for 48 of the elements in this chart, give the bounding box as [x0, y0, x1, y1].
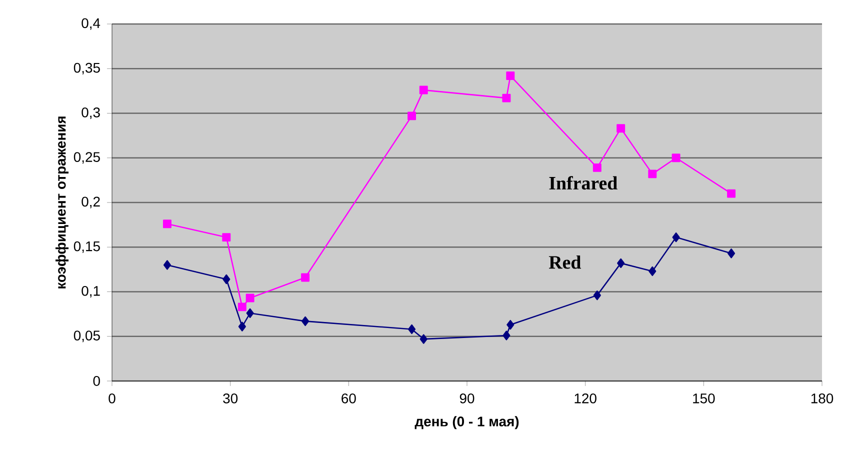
y-tick-label: 0,25	[74, 152, 100, 164]
y-tick-label: 0	[93, 376, 100, 386]
point	[301, 316, 310, 326]
point	[672, 232, 680, 242]
point	[617, 258, 625, 268]
point	[616, 124, 626, 133]
x-tick-label: 30	[223, 393, 238, 404]
y-tick-label: 0,05	[74, 330, 100, 342]
point	[238, 322, 246, 332]
y-axis-title: коэффициент отражения	[56, 116, 69, 288]
x-tick-label: 150	[693, 393, 715, 404]
y-tick-label: 0,35	[74, 62, 100, 74]
y-tick-label: 0,4	[82, 18, 100, 30]
point	[301, 273, 310, 282]
point	[222, 233, 231, 242]
x-tick-label: 120	[574, 393, 596, 404]
point	[648, 266, 656, 276]
point	[727, 248, 736, 258]
point	[419, 86, 428, 94]
series-label: Red	[548, 255, 582, 269]
point	[506, 72, 515, 80]
point	[163, 260, 172, 270]
point	[592, 163, 602, 172]
point	[502, 94, 511, 102]
point	[502, 330, 510, 340]
point	[648, 170, 657, 178]
point	[420, 334, 428, 344]
y-tick-label: 0,3	[82, 107, 100, 120]
x-tick-label: 0	[108, 393, 116, 404]
y-tick-label: 0,1	[82, 286, 100, 298]
point	[593, 290, 601, 300]
x-tick-label: 60	[342, 393, 356, 404]
x-axis-title: день (0 - 1 мая)	[414, 416, 519, 430]
point	[246, 294, 254, 302]
point	[408, 324, 416, 334]
x-tick-label: 90	[460, 393, 474, 404]
point	[672, 154, 680, 162]
point	[246, 308, 254, 318]
y-tick-label: 0,2	[82, 196, 100, 208]
point	[408, 112, 416, 120]
x-tick-label: 180	[811, 393, 834, 404]
point	[506, 320, 514, 330]
point	[222, 274, 230, 284]
point	[162, 220, 172, 228]
y-tick-label: 0,15	[74, 241, 100, 253]
point	[238, 302, 246, 312]
series-label: Infrared	[549, 176, 618, 190]
point	[727, 189, 736, 198]
